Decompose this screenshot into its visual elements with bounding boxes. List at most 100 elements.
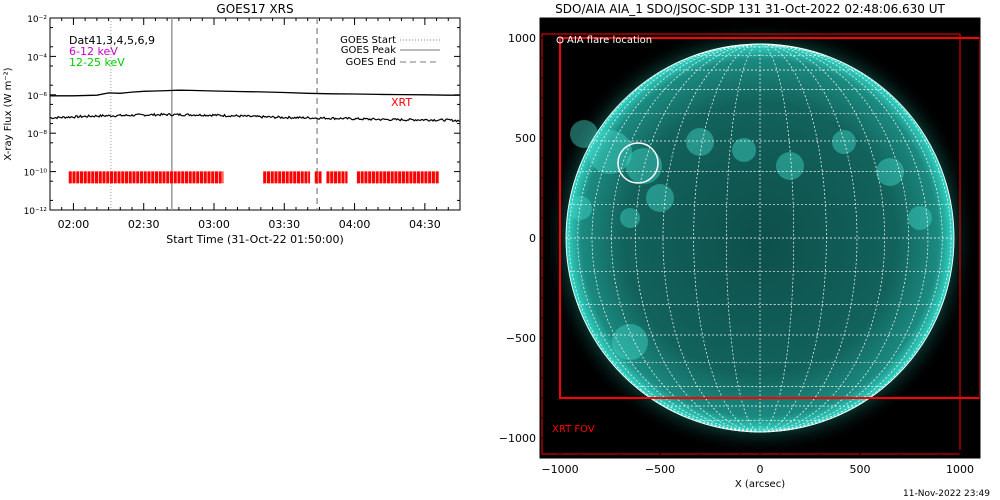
goes-flux-series-0 bbox=[50, 89, 460, 97]
goes-xrt-coverage-bar bbox=[87, 171, 91, 184]
goes-xrt-coverage-bar bbox=[333, 171, 337, 184]
aia-x-axis: −1000 −500 0 500 1000 bbox=[541, 450, 974, 476]
aia-xrt-fov-box bbox=[559, 37, 980, 399]
goes-y-tick-label: 10⁻² bbox=[27, 15, 47, 25]
aia-active-regions bbox=[568, 120, 932, 360]
goes-xrt-coverage-bar bbox=[326, 171, 330, 184]
goes-channel-label-12-25kev: 12-25 keV bbox=[69, 56, 125, 69]
goes-xrt-coverage-bar bbox=[371, 171, 375, 184]
goes-x-tick-label: 02:30 bbox=[128, 218, 160, 231]
goes-xrt-coverage-bar bbox=[181, 171, 185, 184]
goes-xrt-coverage-bar bbox=[132, 171, 136, 184]
goes-xrt-coverage-bar bbox=[207, 171, 211, 184]
goes-xrt-coverage-bar bbox=[139, 171, 144, 184]
goes-xrt-coverage-bar bbox=[304, 171, 308, 184]
aia-longitude-line bbox=[693, 43, 761, 433]
aia-x-tick-label: −500 bbox=[645, 463, 675, 476]
aia-longitude-line bbox=[662, 43, 761, 433]
goes-series-group bbox=[49, 89, 461, 123]
goes-xrt-coverage-bar bbox=[173, 171, 177, 184]
aia-longitude-line bbox=[577, 43, 761, 433]
goes-xrt-coverage-bar bbox=[330, 171, 334, 184]
aia-bright-region bbox=[876, 158, 904, 186]
legend-label-goes-peak: GOES Peak bbox=[341, 45, 396, 56]
aia-x-tick-label: −1000 bbox=[541, 463, 578, 476]
aia-flare-legend-label: AIA flare location bbox=[567, 35, 652, 46]
goes-xrt-coverage-bar bbox=[281, 171, 285, 184]
goes-xrt-coverage-bar bbox=[143, 171, 147, 184]
goes-y-axis-label: X-ray Flux (W m⁻²) bbox=[3, 67, 14, 160]
goes-xrt-coverage-bar bbox=[435, 171, 439, 184]
goes-x-axis: 02:00 02:30 03:00 03:30 04:00 04:30 bbox=[49, 18, 461, 231]
goes-xrt-coverage-bar bbox=[278, 171, 282, 184]
aia-y-tick-label: 0 bbox=[529, 232, 536, 245]
aia-longitude-line bbox=[759, 43, 943, 433]
goes-x-axis-label: Start Time (31-Oct-22 01:50:00) bbox=[166, 233, 344, 246]
goes-xrt-coverage-bar bbox=[379, 171, 383, 184]
goes-xrt-coverage-bar bbox=[79, 171, 84, 184]
aia-chart: SDO/AIA AIA_1 SDO/JSOC-SDP 131 31-Oct-20… bbox=[499, 2, 990, 499]
goes-xrt-coverage-bar bbox=[360, 171, 364, 184]
aia-longitude-line bbox=[611, 43, 761, 433]
aia-y-tick-label: −500 bbox=[506, 332, 536, 345]
aia-xrt-fov-label: XRT FOV bbox=[552, 424, 595, 435]
aia-longitude-line bbox=[759, 43, 952, 433]
goes-xrt-coverage-bar bbox=[300, 171, 304, 184]
goes-y-tick-label: 10⁻¹⁰ bbox=[24, 169, 48, 179]
goes-xrt-coverage-bar bbox=[211, 171, 215, 184]
goes-chart: GOES17 XRS 10⁻² 10⁻⁴ 10⁻⁶ 10⁻⁸ 10⁻¹⁰ 10⁻¹² 02… bbox=[3, 2, 461, 246]
goes-xrt-coverage-bar bbox=[394, 171, 398, 184]
goes-xrt-coverage-bar bbox=[151, 171, 155, 184]
aia-flare-legend-symbol bbox=[556, 36, 564, 44]
goes-xrt-coverage-bar bbox=[162, 171, 166, 184]
goes-xrt-coverage-bar bbox=[383, 171, 387, 184]
goes-legend: GOES Start GOES Peak GOES End bbox=[340, 35, 440, 68]
goes-xrt-coverage-bar bbox=[428, 171, 432, 184]
goes-xrt-coverage-bar bbox=[94, 171, 99, 184]
aia-longitude-line bbox=[759, 43, 795, 433]
goes-xrt-coverage-bar bbox=[177, 171, 181, 184]
goes-xrt-coverage-bar bbox=[337, 171, 341, 184]
goes-xrt-coverage-bar bbox=[128, 171, 132, 184]
goes-xrt-coverage-bar bbox=[413, 171, 417, 184]
goes-xrt-coverage-bar bbox=[124, 171, 129, 184]
goes-xrt-coverage-bar bbox=[341, 171, 345, 184]
legend-label-goes-start: GOES Start bbox=[340, 35, 396, 46]
aia-bright-region bbox=[686, 128, 714, 156]
goes-channel-label-dat: Dat41,3,4,5,6,9 bbox=[69, 34, 155, 47]
goes-plot-frame bbox=[49, 17, 461, 211]
aia-longitude-line bbox=[759, 43, 909, 433]
goes-xrt-coverage-bar bbox=[203, 171, 207, 184]
goes-xrt-coverage-bar bbox=[68, 171, 72, 184]
aia-longitude-line bbox=[634, 43, 761, 433]
goes-xrt-coverage-bar bbox=[91, 171, 95, 184]
goes-xrt-coverage-bar bbox=[117, 171, 121, 184]
goes-xrt-coverage-bar bbox=[169, 171, 173, 184]
goes-channel-label-6-12kev: 6-12 keV bbox=[69, 45, 118, 58]
goes-y-tick-label: 10⁻⁸ bbox=[27, 130, 47, 140]
aia-flare-legend: AIA flare location bbox=[556, 35, 652, 46]
goes-chart-title: GOES17 XRS bbox=[216, 2, 293, 16]
goes-xrt-coverage-bar bbox=[420, 171, 424, 184]
aia-x-tick-label: 500 bbox=[850, 463, 871, 476]
goes-xrt-label: XRT bbox=[391, 96, 412, 109]
goes-xrt-coverage-bar bbox=[405, 171, 409, 184]
aia-longitude-line bbox=[759, 43, 929, 433]
generation-timestamp: 11-Nov-2022 23:49 bbox=[903, 489, 990, 499]
goes-xrt-coverage-bar bbox=[293, 171, 297, 184]
aia-chart-title: SDO/AIA AIA_1 SDO/JSOC-SDP 131 31-Oct-20… bbox=[555, 2, 945, 16]
aia-y-tick-label: −1000 bbox=[499, 432, 536, 445]
goes-xrt-coverage-bar bbox=[314, 171, 318, 184]
aia-x-tick-label: 0 bbox=[757, 463, 764, 476]
goes-xrt-coverage-bar bbox=[266, 171, 270, 184]
aia-y-tick-label: 1000 bbox=[508, 32, 536, 45]
goes-xrt-coverage-bar bbox=[196, 171, 200, 184]
goes-xrt-coverage-bar bbox=[356, 171, 360, 184]
goes-xrt-coverage-bar bbox=[166, 171, 170, 184]
goes-xrt-coverage-bar bbox=[289, 171, 293, 184]
goes-xrt-coverage-bar bbox=[364, 171, 368, 184]
goes-x-tick-label: 02:00 bbox=[58, 218, 90, 231]
aia-longitude-line bbox=[759, 43, 886, 433]
goes-y-axis: 10⁻² 10⁻⁴ 10⁻⁶ 10⁻⁸ 10⁻¹⁰ 10⁻¹² bbox=[24, 15, 460, 217]
